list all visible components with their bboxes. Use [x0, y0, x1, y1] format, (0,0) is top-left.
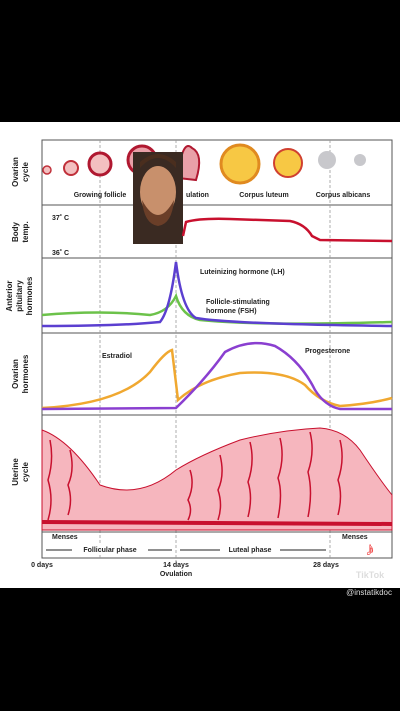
text-line: Follicle-stimulating — [206, 299, 270, 306]
text-line: pituitary — [15, 280, 24, 312]
phase-label: Follicular phase — [83, 547, 136, 554]
temperature-curve — [181, 217, 393, 243]
text-line: Ovarian — [11, 359, 20, 389]
text-line: Uterine — [11, 458, 20, 486]
temp-label: 36˚ C — [52, 249, 69, 257]
text-line: Ovarian — [11, 157, 20, 187]
row-label: Ovariancycle — [11, 157, 30, 187]
phase-label-bg — [220, 545, 280, 555]
progesterone-curve — [41, 341, 392, 411]
text-line: hormones — [25, 276, 34, 315]
ovarian-label: Corpus luteum — [239, 192, 288, 199]
temp-label: 37˚ C — [52, 214, 69, 222]
hormone-label: Progesterone — [305, 348, 350, 355]
text-line: hormone (FSH) — [206, 308, 257, 315]
row-labels: Ovariancycle Bodytemp. Anteriorpituitary… — [5, 157, 34, 486]
row-label: Anteriorpituitaryhormones — [5, 276, 34, 315]
estradiol-curve — [41, 348, 393, 410]
phase-label: Luteal phase — [229, 547, 272, 554]
uterine-lining — [41, 427, 393, 531]
row-label: Bodytemp. — [11, 221, 30, 242]
text-line: cycle — [21, 161, 30, 182]
row-label: Ovarianhormones — [11, 354, 30, 393]
hormone-label: Estradiol — [102, 353, 132, 360]
phase-label: Menses — [52, 534, 78, 541]
text-line: Anterior — [5, 280, 14, 311]
day-label: 28 days — [313, 562, 339, 569]
tiktok-logo: ♪ — [366, 539, 375, 559]
lh-curve — [41, 261, 393, 328]
ovarian-label: ulation — [186, 192, 209, 199]
text-line: Body — [11, 221, 20, 242]
day-label: 14 days — [163, 562, 189, 569]
text-line: temp. — [21, 221, 30, 242]
day-label: Ovulation — [160, 571, 192, 578]
hormone-label: Luteinizing hormone (LH) — [200, 269, 285, 276]
username: @instatikdoc — [346, 588, 392, 597]
phase-label: Menses — [342, 534, 368, 541]
tiktok-watermark: TikTok — [356, 570, 385, 580]
ovarian-label: Growing follicle — [74, 192, 127, 199]
hormone-label: Follicle-stimulating hormone (FSH) — [206, 299, 270, 315]
phase-label-bg — [72, 545, 148, 555]
video-overlay — [133, 152, 183, 244]
text-line: hormones — [21, 354, 30, 393]
row-label: Uterinecycle — [11, 458, 30, 486]
day-label: 0 days — [31, 562, 53, 569]
ovarian-label: Corpus albicans — [316, 192, 371, 199]
text-line: cycle — [21, 461, 30, 482]
